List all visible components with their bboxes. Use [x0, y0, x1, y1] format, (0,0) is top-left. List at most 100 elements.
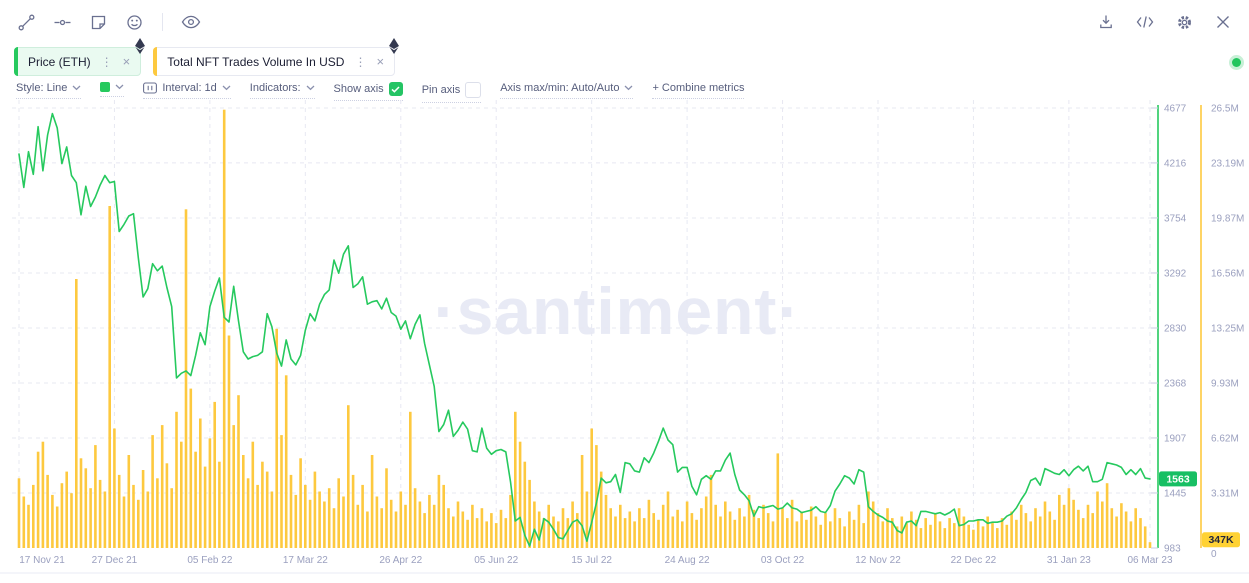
ethereum-icon — [135, 38, 146, 57]
volume-bar — [957, 508, 961, 548]
volume-bar — [499, 509, 503, 548]
volume-bar — [237, 395, 240, 548]
volume-bar — [108, 206, 111, 548]
volume-bar — [127, 455, 131, 548]
volume-bar — [547, 504, 550, 548]
volume-tick-label: 23.19M — [1211, 158, 1244, 169]
settings-gear-icon[interactable] — [1174, 12, 1194, 32]
volume-bar — [308, 499, 312, 548]
combine-metrics-button[interactable]: + Combine metrics — [652, 82, 745, 99]
volume-bar — [1081, 518, 1085, 548]
volume-bar — [895, 526, 899, 548]
volume-bar — [905, 523, 908, 548]
tab-menu-kebab-icon[interactable]: ⋮ — [354, 54, 367, 69]
volume-bar — [165, 463, 169, 548]
volume-bar — [647, 499, 651, 548]
volume-bar — [805, 519, 808, 548]
volume-bar — [122, 496, 126, 548]
trendline-tool-icon[interactable] — [16, 12, 36, 32]
toolbar-divider — [162, 13, 163, 31]
visibility-eye-icon[interactable] — [181, 12, 201, 32]
volume-bar — [857, 504, 861, 548]
date-tick-label: 05 Jun 22 — [474, 555, 518, 566]
axis-maxmin-dropdown[interactable]: Axis max/min: Auto/Auto — [500, 82, 634, 99]
pin-axis-checkbox-unchecked[interactable] — [465, 82, 482, 98]
volume-tick-label: 19.87M — [1211, 214, 1244, 225]
tab-close-icon[interactable]: × — [122, 54, 131, 69]
volume-bar — [972, 529, 975, 548]
volume-bar — [1139, 518, 1142, 548]
volume-bar — [156, 478, 159, 548]
volume-bar — [747, 494, 751, 548]
tab-menu-kebab-icon[interactable]: ⋮ — [100, 54, 113, 69]
volume-bar — [709, 474, 713, 548]
volume-bar — [752, 509, 756, 548]
horizontal-line-tool-icon[interactable] — [52, 12, 72, 32]
volume-bar — [160, 425, 164, 548]
volume-bar — [676, 509, 679, 548]
chevron-down-icon — [222, 85, 231, 91]
note-tool-icon[interactable] — [88, 12, 108, 32]
volume-bar — [89, 488, 92, 548]
embed-code-icon[interactable] — [1135, 12, 1155, 32]
volume-tick-label: 16.56M — [1211, 269, 1244, 280]
style-dropdown[interactable]: Style: Line — [16, 82, 82, 99]
volume-bar — [833, 508, 837, 548]
volume-bar — [661, 504, 665, 548]
volume-bar — [886, 508, 889, 548]
price-current-value: 1563 — [1166, 473, 1190, 485]
price-tick-label: 4216 — [1164, 158, 1187, 169]
volume-bar — [504, 518, 508, 548]
volume-bar — [685, 501, 689, 548]
volume-bar — [180, 441, 183, 548]
volume-bar — [862, 523, 865, 548]
pin-axis-label: Pin axis — [421, 84, 461, 96]
volume-bar — [194, 451, 197, 548]
tab-close-icon[interactable]: × — [376, 54, 385, 69]
interval-icon — [143, 82, 158, 94]
volume-bar — [146, 491, 150, 548]
volume-bar — [852, 519, 856, 548]
volume-bar — [743, 516, 746, 548]
volume-bar — [666, 491, 670, 548]
show-axis-toggle[interactable]: Show axis — [333, 82, 403, 101]
volume-bar — [552, 516, 555, 548]
volume-bar — [137, 499, 140, 548]
pin-axis-toggle[interactable]: Pin axis — [421, 82, 482, 103]
volume-bar — [910, 511, 913, 548]
volume-bar — [609, 508, 612, 548]
volume-bar — [471, 504, 474, 548]
indicators-dropdown[interactable]: Indicators: — [249, 82, 315, 99]
tab-nft-trades-volume[interactable]: Total NFT Trades Volume In USD ⋮ × — [153, 38, 400, 76]
volume-bar — [981, 526, 985, 548]
volume-bar — [175, 411, 178, 548]
volume-bar — [394, 511, 398, 548]
color-picker-dropdown[interactable] — [100, 82, 125, 97]
volume-bar — [566, 518, 570, 548]
volume-bar — [786, 518, 789, 548]
volume-bar — [733, 519, 737, 548]
volume-bar — [728, 511, 732, 548]
volume-tick-label: 9.93M — [1211, 379, 1239, 390]
volume-bar — [561, 508, 565, 548]
volume-bar — [103, 491, 107, 548]
tab-price-eth[interactable]: Price (ETH) ⋮ × — [14, 38, 146, 76]
interval-dropdown[interactable]: Interval: 1d — [143, 82, 231, 99]
volume-bar — [113, 428, 116, 548]
volume-bar — [261, 461, 264, 548]
volume-bar — [466, 519, 469, 548]
show-axis-checkbox-checked[interactable] — [388, 82, 403, 96]
download-icon[interactable] — [1096, 12, 1116, 32]
volume-bar — [724, 501, 727, 548]
volume-bar — [475, 518, 479, 548]
volume-bar — [771, 521, 775, 548]
volume-bar — [838, 518, 842, 548]
volume-bar — [46, 474, 49, 548]
volume-bar — [428, 494, 431, 548]
close-icon[interactable] — [1213, 12, 1233, 32]
volume-tick-label: 6.62M — [1211, 434, 1239, 445]
emoji-tool-icon[interactable] — [124, 12, 144, 32]
volume-bar — [294, 494, 298, 548]
volume-bar — [1048, 511, 1052, 548]
